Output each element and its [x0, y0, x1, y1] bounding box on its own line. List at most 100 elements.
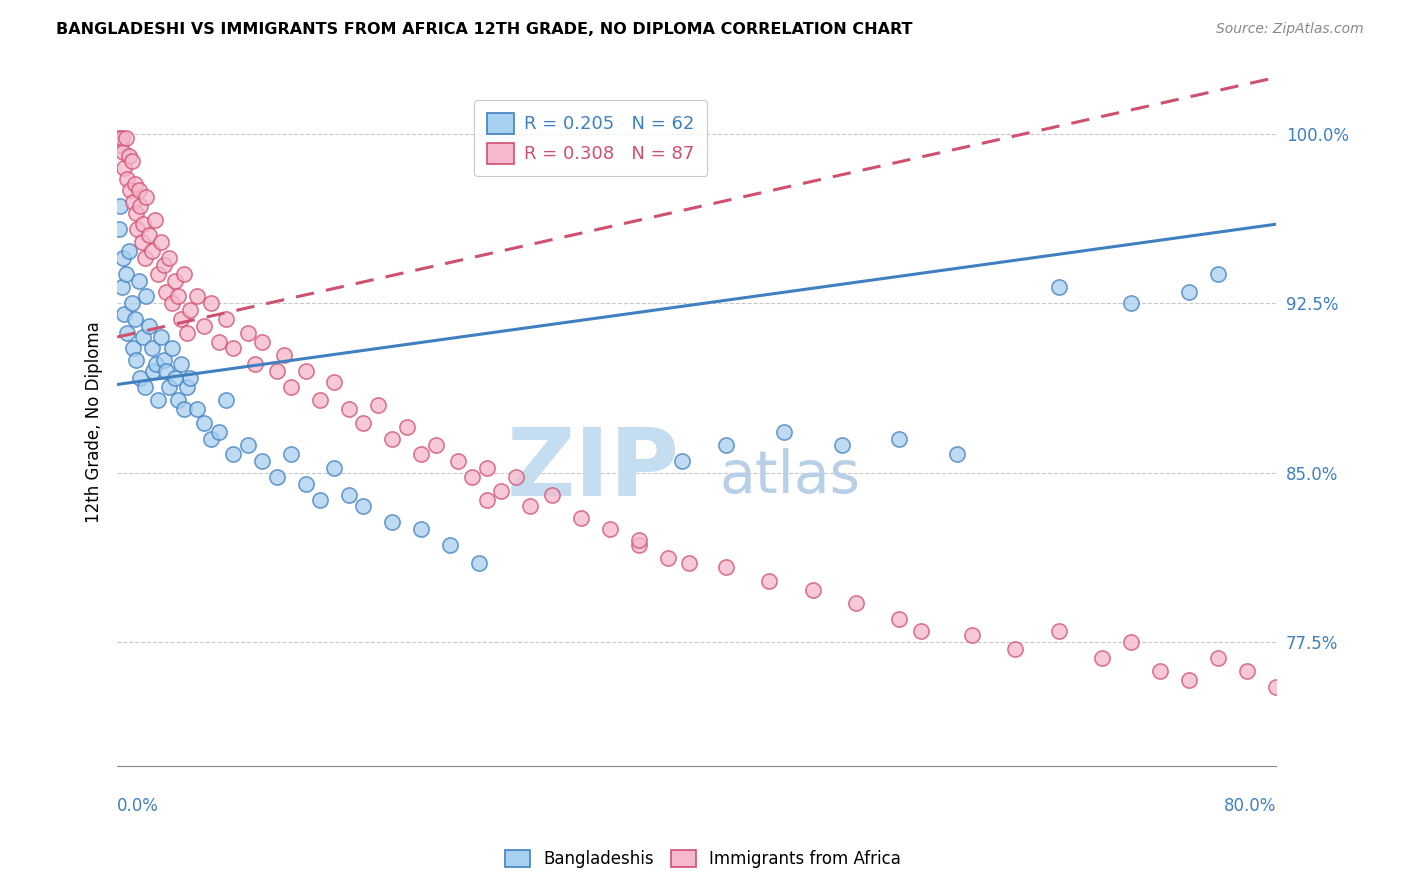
Text: BANGLADESHI VS IMMIGRANTS FROM AFRICA 12TH GRADE, NO DIPLOMA CORRELATION CHART: BANGLADESHI VS IMMIGRANTS FROM AFRICA 12… — [56, 22, 912, 37]
Point — [671, 454, 693, 468]
Point — [215, 312, 238, 326]
Point — [627, 533, 650, 548]
Point — [121, 153, 143, 168]
Point — [425, 438, 447, 452]
Point — [179, 303, 201, 318]
Point — [120, 183, 142, 197]
Point — [167, 393, 190, 408]
Point — [1206, 267, 1229, 281]
Point — [540, 488, 562, 502]
Point — [831, 438, 853, 452]
Point — [1265, 680, 1288, 694]
Point — [143, 212, 166, 227]
Point — [381, 515, 404, 529]
Point — [132, 217, 155, 231]
Point — [132, 330, 155, 344]
Point — [337, 402, 360, 417]
Point — [1178, 285, 1201, 299]
Point — [1178, 673, 1201, 688]
Point — [162, 296, 184, 310]
Point — [353, 500, 375, 514]
Point — [186, 289, 208, 303]
Point — [845, 597, 868, 611]
Text: 0.0%: 0.0% — [117, 797, 159, 814]
Point — [1236, 664, 1258, 678]
Point — [173, 267, 195, 281]
Point — [179, 370, 201, 384]
Point — [107, 131, 129, 145]
Point — [186, 402, 208, 417]
Point — [121, 296, 143, 310]
Point — [468, 556, 491, 570]
Point — [758, 574, 780, 588]
Point — [367, 398, 389, 412]
Point — [280, 447, 302, 461]
Point — [141, 342, 163, 356]
Point — [294, 476, 316, 491]
Point — [1121, 296, 1143, 310]
Point — [243, 357, 266, 371]
Text: 80.0%: 80.0% — [1223, 797, 1277, 814]
Point — [475, 461, 498, 475]
Point — [165, 274, 187, 288]
Point — [960, 628, 983, 642]
Point — [207, 334, 229, 349]
Point — [222, 447, 245, 461]
Point — [125, 206, 148, 220]
Point — [910, 624, 932, 638]
Point — [337, 488, 360, 502]
Point — [170, 357, 193, 371]
Point — [889, 432, 911, 446]
Point — [439, 538, 461, 552]
Point — [250, 454, 273, 468]
Point — [107, 221, 129, 235]
Point — [128, 183, 150, 197]
Point — [714, 438, 737, 452]
Legend: R = 0.205   N = 62, R = 0.308   N = 87: R = 0.205 N = 62, R = 0.308 N = 87 — [474, 100, 707, 177]
Point — [124, 177, 146, 191]
Text: ZIP: ZIP — [506, 424, 679, 516]
Point — [128, 274, 150, 288]
Point — [309, 393, 332, 408]
Point — [489, 483, 512, 498]
Point — [1047, 624, 1070, 638]
Point — [1121, 635, 1143, 649]
Point — [176, 380, 198, 394]
Point — [134, 380, 156, 394]
Text: Source: ZipAtlas.com: Source: ZipAtlas.com — [1216, 22, 1364, 37]
Point — [122, 342, 145, 356]
Point — [714, 560, 737, 574]
Point — [129, 370, 152, 384]
Point — [118, 149, 141, 163]
Point — [162, 342, 184, 356]
Point — [111, 145, 134, 159]
Point — [146, 393, 169, 408]
Point — [323, 461, 346, 475]
Point — [117, 326, 139, 340]
Point — [946, 447, 969, 461]
Point — [461, 470, 484, 484]
Point — [215, 393, 238, 408]
Point — [193, 416, 215, 430]
Point — [129, 199, 152, 213]
Point — [134, 251, 156, 265]
Point — [889, 612, 911, 626]
Point — [157, 380, 180, 394]
Point — [170, 312, 193, 326]
Point — [138, 228, 160, 243]
Point — [110, 131, 132, 145]
Point — [124, 312, 146, 326]
Legend: Bangladeshis, Immigrants from Africa: Bangladeshis, Immigrants from Africa — [498, 843, 908, 875]
Point — [149, 235, 172, 250]
Point — [131, 235, 153, 250]
Point — [115, 267, 138, 281]
Point — [117, 172, 139, 186]
Point — [294, 364, 316, 378]
Point — [118, 244, 141, 259]
Point — [1047, 280, 1070, 294]
Point — [165, 370, 187, 384]
Text: atlas: atlas — [720, 449, 860, 505]
Point — [569, 510, 592, 524]
Point — [110, 280, 132, 294]
Point — [207, 425, 229, 439]
